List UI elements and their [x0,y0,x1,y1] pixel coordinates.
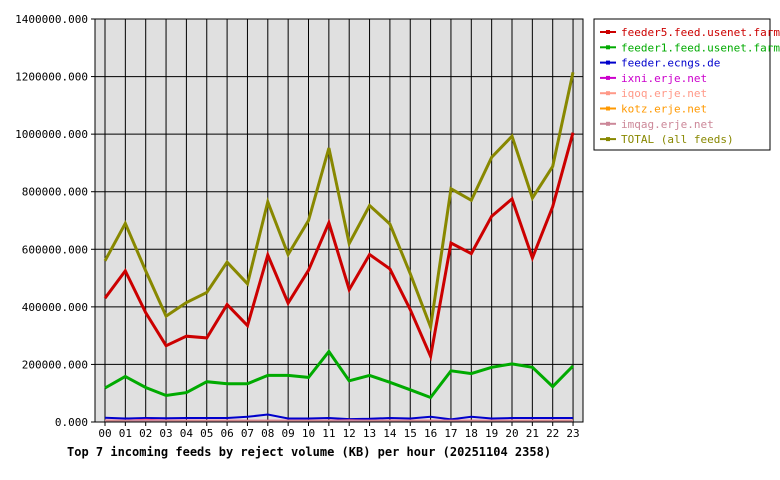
x-tick-label: 14 [383,427,397,440]
legend-label: feeder5.feed.usenet.farm [621,26,780,39]
x-tick-label: 00 [98,427,111,440]
legend-marker [606,45,610,50]
legend-marker [606,106,610,111]
legend-marker [606,75,610,80]
x-tick-label: 16 [424,427,437,440]
legend-marker [606,60,610,65]
y-tick-label: 1400000.000 [15,13,88,26]
legend-marker [606,121,610,126]
series-line [103,132,575,362]
y-tick-label: 800000.000 [22,186,88,199]
x-tick-label: 20 [505,427,518,440]
x-tick-label: 05 [200,427,213,440]
x-tick-label: 23 [566,427,579,440]
x-tick-label: 13 [363,427,376,440]
x-axis-ticks: 00 01 02 03 04 05 06 07 08 09 10 11 12 13 14 15 16 17 18 19… [98,422,580,440]
legend-label: kotz.erje.net [621,103,707,116]
x-tick-label: 21 [526,427,539,440]
plot-area [95,19,583,422]
x-tick-label: 10 [302,427,315,440]
x-tick-label: 12 [343,427,356,440]
legend-label: ixni.erje.net [621,72,707,85]
legend-marker [606,30,610,34]
legend-label: iqoq.erje.net [621,87,707,100]
x-tick-label: 01 [119,427,132,440]
x-tick-label: 02 [139,427,152,440]
x-tick-label: 17 [444,427,457,440]
x-tick-label: 15 [404,427,417,440]
series-line [104,413,573,421]
y-tick-label: 0.000 [55,416,88,429]
chart-title: Top 7 incoming feeds by reject volume (K… [67,445,551,459]
plot-border [94,18,584,423]
x-tick-label: 18 [465,427,478,440]
legend-label: imqag.erje.net [621,118,714,131]
y-tick-label: 200000.000 [22,358,88,371]
legend: feeder5.feed.usenet.farm feeder1.feed.use… [593,18,780,151]
x-tick-label: 08 [261,427,274,440]
legend-label: TOTAL (all feeds) [621,133,734,146]
series-lines [103,71,575,423]
y-tick-label: 600000.000 [22,243,88,256]
y-tick-label: 400000.000 [22,301,88,314]
legend-marker [606,91,610,96]
y-tick-label: 1000000.000 [15,128,88,141]
x-tick-label: 09 [282,427,295,440]
legend-label: feeder1.feed.usenet.farm [621,41,780,54]
legend-label: feeder.ecngs.de [621,57,720,70]
legend-box [593,18,771,151]
x-tick-label: 04 [180,427,194,440]
series-line [104,348,575,400]
y-tick-label: 1200000.000 [15,71,88,84]
legend-marker [606,137,610,142]
x-tick-label: 06 [220,427,233,440]
x-tick-label: 22 [546,427,559,440]
x-tick-label: 03 [159,427,172,440]
y-axis-ticks: 0.000 200000.000 400000.000 600000.000 80000… [15,13,95,429]
x-tick-label: 07 [241,427,254,440]
x-tick-label: 19 [485,427,498,440]
x-tick-label: 11 [322,427,335,440]
series-line [103,71,575,333]
